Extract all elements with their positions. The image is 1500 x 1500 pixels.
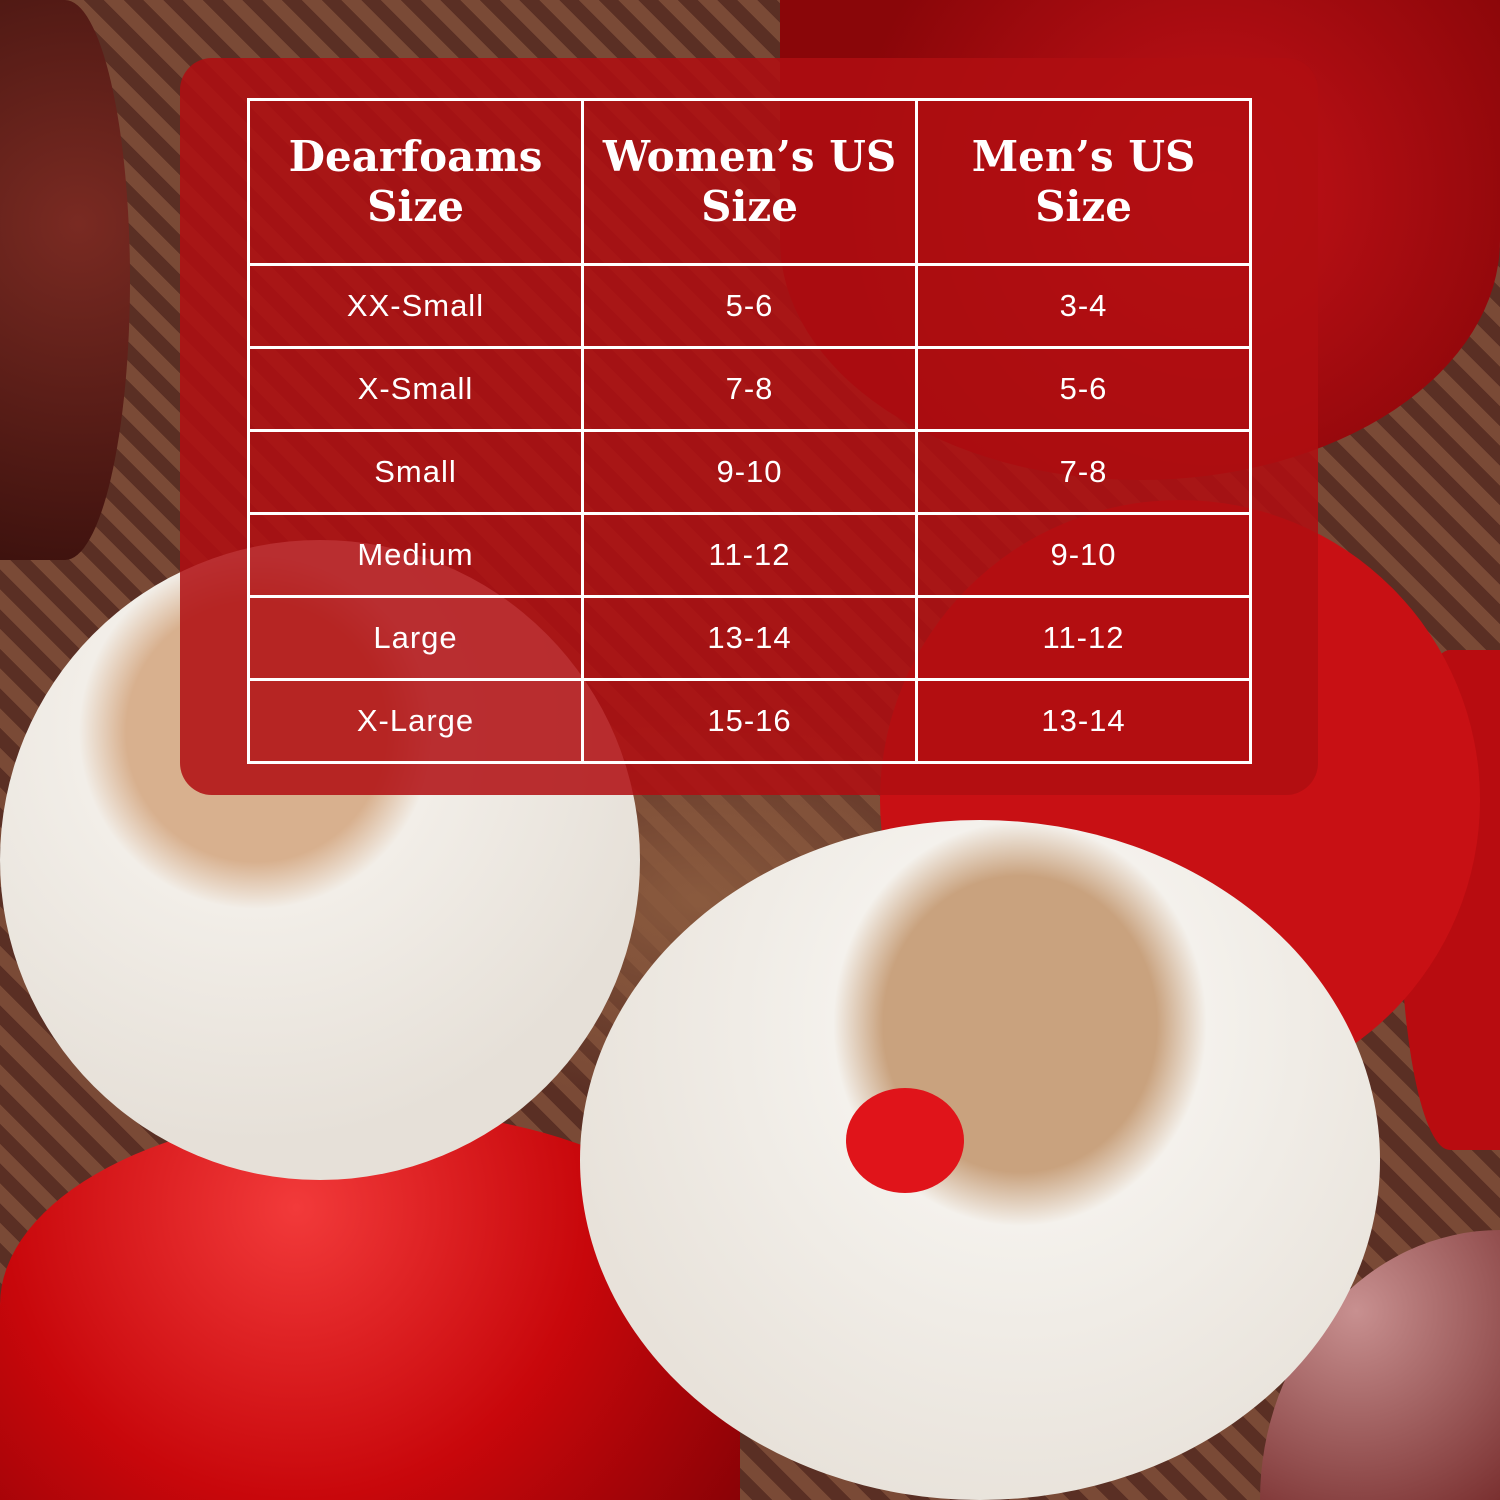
table-row: XX-Small 5-6 3-4 (247, 263, 1252, 349)
table-row: Medium 11-12 9-10 (247, 512, 1252, 598)
womens-size-cell: 15-16 (581, 678, 918, 764)
header-dearfoams-size: Dearfoams Size (247, 98, 584, 266)
mens-size-cell: 13-14 (915, 678, 1252, 764)
mens-size-cell: 3-4 (915, 263, 1252, 349)
womens-size-cell: 7-8 (581, 346, 918, 432)
mens-size-cell: 11-12 (915, 595, 1252, 681)
womens-size-cell: 11-12 (581, 512, 918, 598)
womens-size-cell: 13-14 (581, 595, 918, 681)
table-row: Small 9-10 7-8 (247, 429, 1252, 515)
dearfoams-size-cell: Small (247, 429, 584, 515)
table-row: X-Small 7-8 5-6 (247, 346, 1252, 432)
dearfoams-size-cell: X-Small (247, 346, 584, 432)
table-header-row: Dearfoams Size Women’s US Size Men’s US … (247, 98, 1252, 266)
santa-nose (846, 1088, 964, 1193)
mens-size-cell: 5-6 (915, 346, 1252, 432)
womens-size-cell: 9-10 (581, 429, 918, 515)
header-mens-size: Men’s US Size (915, 98, 1252, 266)
womens-size-cell: 5-6 (581, 263, 918, 349)
table-row: X-Large 15-16 13-14 (247, 678, 1252, 764)
slipper-right (580, 820, 1380, 1500)
dearfoams-size-cell: X-Large (247, 678, 584, 764)
balloon-top-left (0, 0, 130, 560)
size-chart-table: Dearfoams Size Women’s US Size Men’s US … (247, 98, 1252, 764)
mens-size-cell: 7-8 (915, 429, 1252, 515)
dearfoams-size-cell: Medium (247, 512, 584, 598)
header-womens-size: Women’s US Size (581, 98, 918, 266)
table-row: Large 13-14 11-12 (247, 595, 1252, 681)
mens-size-cell: 9-10 (915, 512, 1252, 598)
dearfoams-size-cell: Large (247, 595, 584, 681)
dearfoams-size-cell: XX-Small (247, 263, 584, 349)
